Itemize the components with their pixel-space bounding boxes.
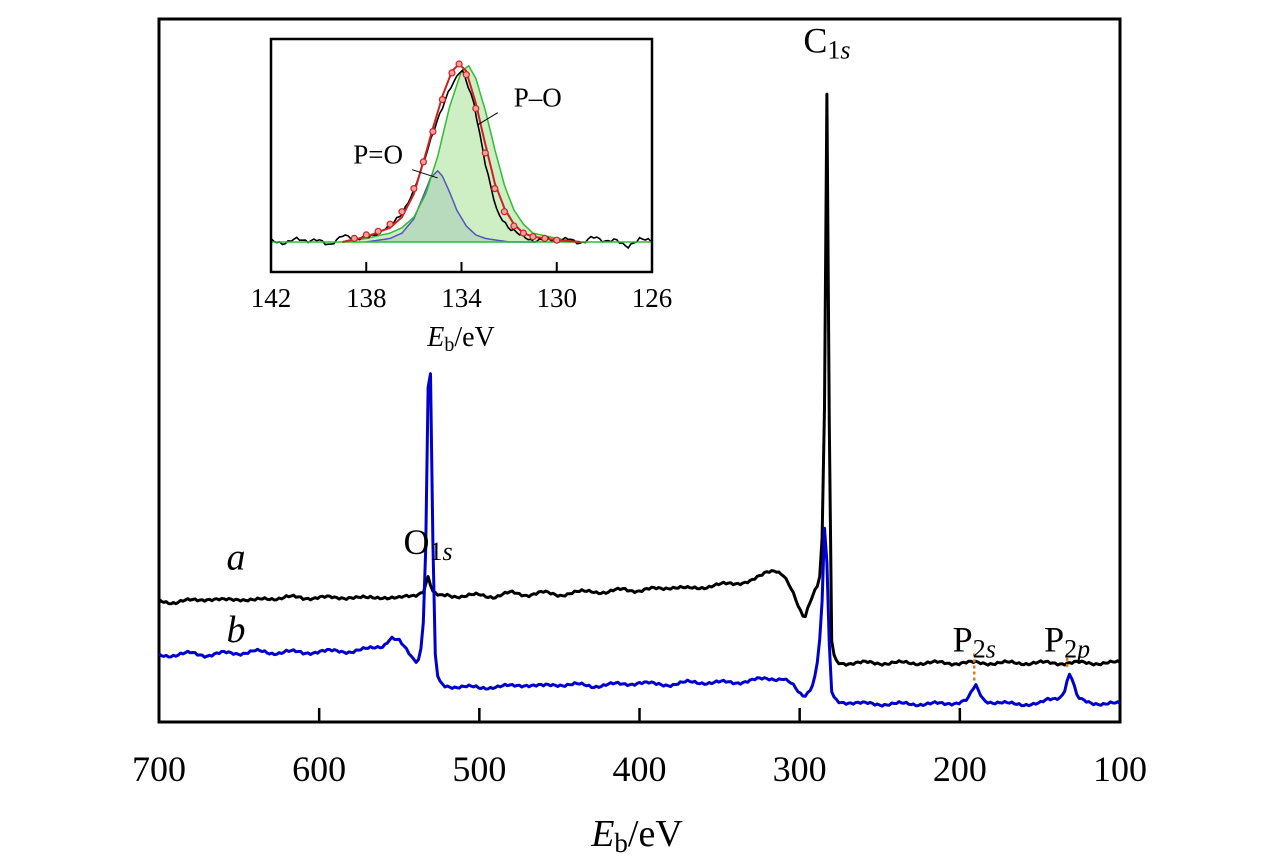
inset-series-group <box>270 60 652 250</box>
inset-peak-label: P=O <box>353 140 403 170</box>
inset-label-pointer <box>412 169 438 179</box>
inset-data-point <box>419 158 427 166</box>
main-x-ticks: 700 600 500 400 300 200 100 <box>132 708 1147 789</box>
inset-x-tick-label: 126 <box>632 283 673 313</box>
inset-data-point <box>429 128 437 136</box>
inset-x-tick-label: 142 <box>251 283 292 313</box>
inset-data-point <box>500 208 508 216</box>
inset-data-point <box>472 104 480 113</box>
inset-data-point <box>510 222 518 230</box>
main-x-tick-label: 500 <box>452 749 506 789</box>
peak-label-C1s: C1s <box>803 21 850 65</box>
inset-data-point <box>438 95 446 104</box>
inset-raw-spectrum <box>270 68 652 250</box>
inset-peak-label: P–O <box>514 83 562 113</box>
inset-peak-label-group: P=O P–O <box>353 83 562 179</box>
inset-data-point <box>398 208 406 216</box>
inset-data-point <box>448 69 456 77</box>
main-x-tick-label: 600 <box>292 749 346 789</box>
series-a-line <box>157 92 1121 667</box>
series-label-b: b <box>227 609 246 651</box>
inset-data-point <box>541 234 549 242</box>
inset-data-point <box>362 231 370 239</box>
inset-label-pointer <box>477 112 498 125</box>
main-annotation-group: O1s C1s P2s P2p <box>404 21 1091 664</box>
main-x-tick-label: 700 <box>132 749 186 789</box>
inset-x-ticks: 142 138 134 130 126 <box>251 262 673 313</box>
inset-data-point <box>529 233 537 241</box>
main-x-tick-label: 200 <box>933 749 987 789</box>
series-label-group: ab <box>227 537 246 651</box>
inset-data-point <box>491 185 499 193</box>
inset-data-point <box>386 220 394 228</box>
main-x-tick-label: 300 <box>773 749 827 789</box>
series-label-a: a <box>227 537 246 579</box>
inset-data-point <box>481 149 489 157</box>
inset-data-point <box>455 60 463 68</box>
inset-component-p-single-o-fill <box>342 65 581 242</box>
series-b-line <box>158 372 1121 708</box>
main-marker-group <box>972 653 1069 681</box>
inset-data-point <box>350 234 358 242</box>
inset-data-point <box>462 71 470 79</box>
inset-x-tick-label: 138 <box>346 283 387 313</box>
peak-label-O1s: O1s <box>404 522 453 566</box>
peak-label-P2p: P2p <box>1044 619 1090 663</box>
inset-data-point <box>519 229 528 237</box>
inset-data-point <box>374 227 382 235</box>
main-x-tick-label: 400 <box>613 749 667 789</box>
inset-data-point <box>553 236 561 244</box>
inset-x-axis-label: Eb/eV <box>426 322 495 356</box>
main-x-axis-label: Eb/eV <box>590 813 683 858</box>
main-series-group <box>157 92 1121 708</box>
inset-x-tick-label: 134 <box>441 283 482 313</box>
main-x-tick-label: 100 <box>1093 749 1147 789</box>
inset-data-point <box>410 185 418 193</box>
inset-x-tick-label: 130 <box>537 283 578 313</box>
peak-label-P2s: P2s <box>953 619 996 663</box>
